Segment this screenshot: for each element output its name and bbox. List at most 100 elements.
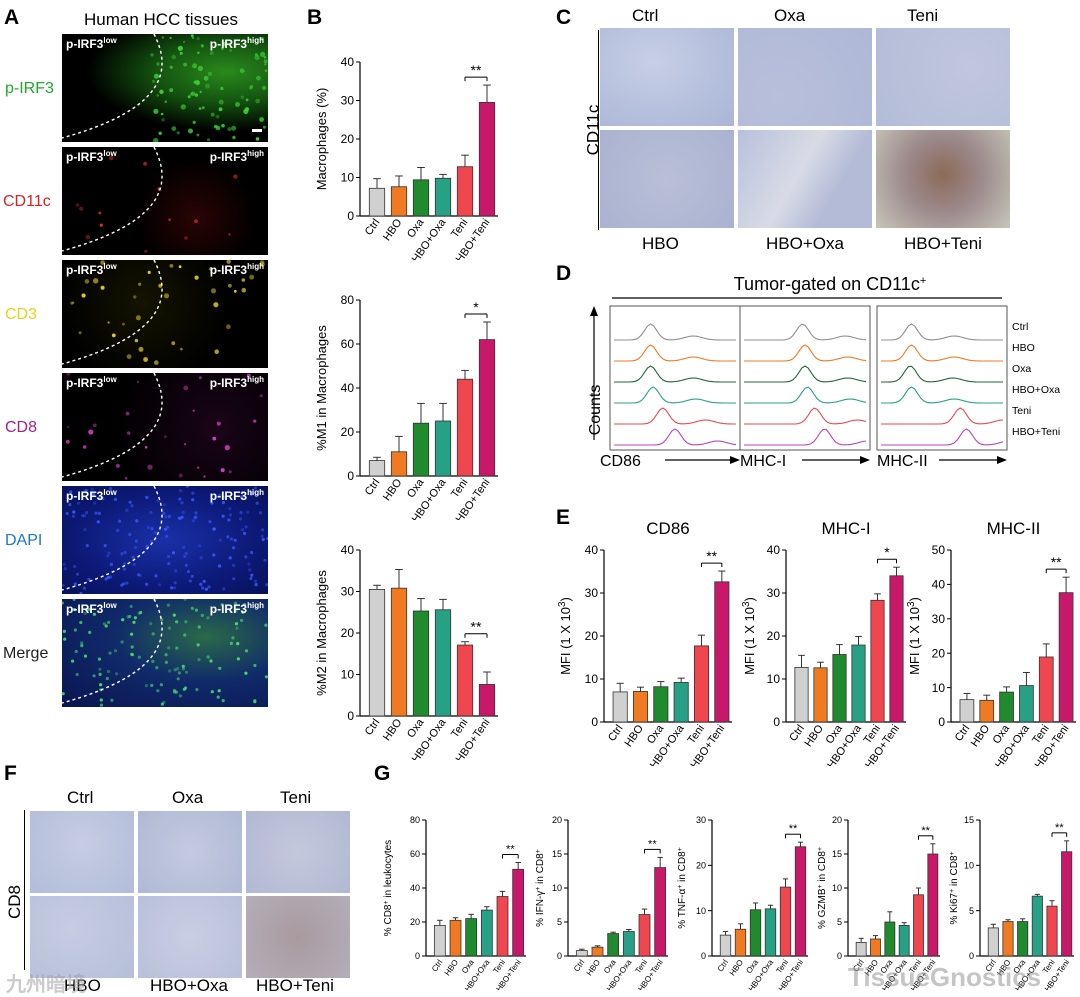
panel-a-signal-dot <box>83 654 88 658</box>
panel-a-signal-dot <box>196 133 200 137</box>
panel-a-signal-dot <box>164 515 168 519</box>
y-tick-label: 0 <box>837 951 842 961</box>
panel-a-signal-dot <box>65 439 70 444</box>
panel-a-signal-dot <box>198 107 202 110</box>
panel-a-signal-dot <box>156 499 160 503</box>
panel-a-signal-dot <box>192 120 196 124</box>
histogram-trace <box>614 428 737 446</box>
panel-a-signal-dot <box>164 100 168 103</box>
panel-a-signal-dot <box>240 618 244 622</box>
bar <box>622 931 635 957</box>
panel-a-signal-dot <box>263 55 267 59</box>
panel-a-signal-dot <box>220 86 224 91</box>
panel-a-signal-dot <box>263 59 268 64</box>
panel-a-signal-dot <box>266 536 268 541</box>
panel-a-signal-dot <box>73 564 77 569</box>
panel-a-signal-dot <box>123 550 127 555</box>
x-tick-label: Ctrl <box>572 958 587 974</box>
histogram-trace <box>744 323 867 341</box>
panel-a-signal-dot <box>187 95 191 99</box>
panel-a-signal-dot <box>152 79 156 83</box>
panel-a-signal-dot <box>243 531 247 536</box>
panel-a-signal-dot <box>201 44 204 48</box>
panel-a-signal-dot <box>260 534 264 538</box>
bar <box>889 575 904 723</box>
y-tick-label: 30 <box>341 585 355 599</box>
panel-a-signal-dot <box>193 516 197 520</box>
panel-a-signal-dot <box>199 90 202 94</box>
panel-a-signal-dot <box>176 677 180 681</box>
x-tick-label: HBO <box>585 958 602 977</box>
bar <box>612 691 628 723</box>
p-irf3-high-label: p-IRF3high <box>209 262 264 277</box>
panel-a-signal-dot <box>79 620 83 625</box>
panel-a-signal-dot <box>116 528 120 532</box>
panel-a-signal-dot <box>195 688 199 692</box>
panel-f-col-teni: Teni <box>280 788 312 807</box>
panel-a-signal-dot <box>240 95 245 99</box>
panel-a-signal-dot <box>249 87 252 90</box>
panel-a-signal-dot <box>254 53 258 56</box>
panel-a-signal-dot <box>239 517 243 521</box>
panel-a-signal-dot <box>216 695 220 699</box>
panel-a-signal-dot <box>149 539 153 543</box>
x-tick-label: Ctrl <box>363 477 383 498</box>
bar <box>959 699 975 723</box>
panel-a-signal-dot <box>106 669 111 674</box>
y-tick-label: 20 <box>341 425 355 439</box>
bar <box>496 896 509 957</box>
bar <box>638 914 651 957</box>
bar <box>884 921 896 957</box>
panel-a-signal-dot <box>212 527 216 531</box>
panel-a-signal-dot <box>145 582 149 586</box>
panel-a-signal-dot <box>228 513 233 517</box>
y-tick-label: 0 <box>701 951 706 961</box>
panel-a-signal-dot <box>139 610 143 615</box>
panel-a-signal-dot <box>263 558 267 562</box>
panel-a-signal-dot <box>113 497 118 501</box>
panel-a-signal-dot <box>261 85 267 91</box>
panel-a-signal-dot <box>255 98 261 104</box>
panel-a-signal-dot <box>232 546 236 550</box>
y-tick-label: 10 <box>964 860 974 870</box>
panel-f-bottom-hbo-oxa: HBO+Oxa <box>150 976 228 995</box>
histogram-trace <box>881 407 1004 425</box>
panel-a-signal-dot <box>239 511 243 515</box>
panel-a-signal-dot <box>63 567 67 571</box>
panel-a-signal-dot <box>250 573 254 577</box>
panel-a-signal-dot <box>110 698 114 702</box>
panel-a-signal-dot <box>163 527 168 531</box>
panel-a-signal-dot <box>85 511 89 515</box>
significance-label: ** <box>1051 554 1062 570</box>
panel-a-signal-dot <box>169 36 172 40</box>
bar <box>434 609 452 717</box>
bar <box>478 339 496 477</box>
significance-label: ** <box>706 548 717 564</box>
panel-a-signal-dot <box>125 411 130 416</box>
y-axis-label: Macrophages (%) <box>314 88 329 191</box>
panel-a-signal-dot <box>176 667 180 671</box>
y-axis-label: % TNF-α+ in CD8+ <box>677 847 689 929</box>
y-axis-label: % CD8+ in leukocytes <box>383 840 395 936</box>
panel-a-signal-dot <box>87 577 91 581</box>
panel-a-signal-dot <box>122 322 125 326</box>
panel-a-signal-dot <box>169 264 174 268</box>
panel-a-signal-dot <box>124 476 128 480</box>
histogram-trace <box>881 323 1003 341</box>
panel-a-signal-dot <box>175 646 179 650</box>
ihc-c-oxa <box>738 28 872 126</box>
y-tick-label: 10 <box>696 906 706 916</box>
scale-bar <box>252 129 262 132</box>
panel-a-signal-dot <box>72 301 75 304</box>
panel-a-signal-dot <box>192 409 195 412</box>
bar <box>764 908 777 957</box>
panel-a-signal-dot <box>136 380 140 383</box>
panel-a-signal-dot <box>195 80 201 86</box>
panel-a-signal-dot <box>85 234 91 240</box>
panel-f-ihc: Ctrl Oxa Teni CD8 HBO HBO+Oxa HBO+Teni <box>0 780 370 997</box>
panel-a-signal-dot <box>151 659 155 663</box>
p-irf3-high-label: p-IRF3high <box>209 149 264 164</box>
panel-a-signal-dot <box>246 510 250 514</box>
